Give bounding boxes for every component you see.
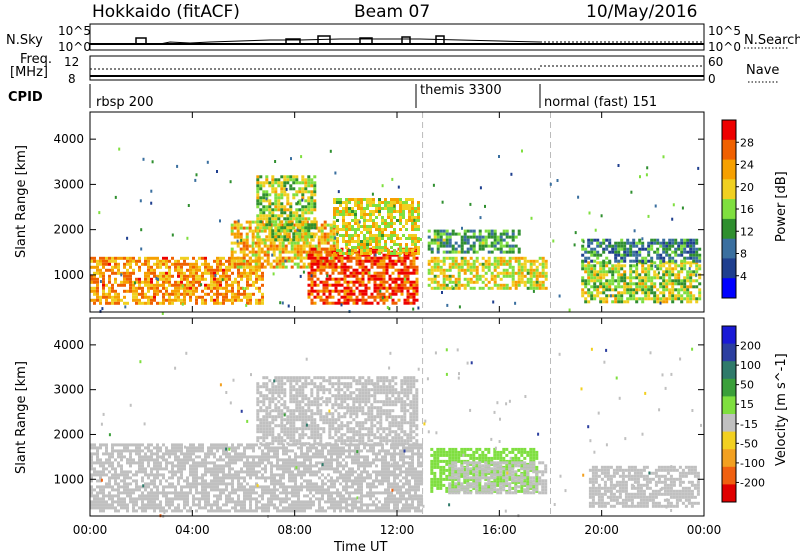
- y-tick-label: 1000: [53, 472, 84, 486]
- power-region: [581, 261, 701, 303]
- colorbar-swatch: [722, 120, 736, 140]
- colorbar-swatch: [722, 432, 736, 450]
- colorbar-swatch: [722, 379, 736, 397]
- colorbar-swatch: [722, 449, 736, 467]
- power-heatmap-panel: [90, 112, 701, 315]
- power-region: [581, 239, 701, 263]
- freq-panel: [90, 56, 778, 82]
- y-tick-label: 2000: [53, 223, 84, 237]
- y-tick-label: 4000: [53, 338, 84, 352]
- x-tick-label: 12:00: [380, 523, 415, 537]
- colorbar-swatch: [722, 239, 736, 259]
- y-tick-label: 1000: [53, 268, 84, 282]
- colorbar-swatch: [722, 258, 736, 278]
- velocity-region: [589, 466, 700, 508]
- velocity-region: [90, 443, 423, 512]
- x-tick-label: 00:00: [687, 523, 722, 537]
- velocity-y-axis-title: Slant Range [km]: [14, 361, 29, 474]
- x-tick-label: 20:00: [584, 523, 619, 537]
- velocity-colorbar: 200 100 50 15 -15 -50 -100 -200: [722, 326, 765, 503]
- y-tick-label: 3000: [53, 177, 84, 191]
- x-tick-label: 00:00: [73, 523, 108, 537]
- y-tick-label: 3000: [53, 383, 84, 397]
- x-tick-label: 04:00: [175, 523, 210, 537]
- power-region: [90, 257, 264, 305]
- colorbar-tick-label: 15: [740, 398, 754, 411]
- x-tick-label: 16:00: [482, 523, 517, 537]
- x-tick-label: 08:00: [277, 523, 312, 537]
- y-tick-label: 4000: [53, 132, 84, 146]
- nsky-panel: [90, 24, 788, 50]
- colorbar-swatch: [722, 344, 736, 362]
- x-axis-title: Time UT: [334, 540, 387, 555]
- colorbar-swatch: [722, 278, 736, 298]
- colorbar-swatch: [722, 414, 736, 432]
- power-region: [428, 230, 521, 254]
- power-region: [333, 198, 420, 255]
- colorbar-tick-label: 12: [740, 225, 754, 238]
- power-colorbar-title: Power [dB]: [774, 171, 789, 242]
- colorbar-tick-label: -50: [740, 437, 758, 450]
- colorbar-swatch: [722, 467, 736, 485]
- colorbar-tick-label: 4: [740, 270, 747, 283]
- power-colorbar: 28 24 20 16 12 8 4: [722, 120, 754, 299]
- velocity-heatmap-panel: [90, 318, 702, 518]
- colorbar-swatch: [722, 179, 736, 199]
- cpid-panel: [90, 84, 540, 108]
- power-region: [428, 257, 548, 290]
- velocity-colorbar-title: Velocity [m s^-1]: [774, 353, 789, 466]
- y-tick-label: 2000: [53, 427, 84, 441]
- colorbar-swatch: [722, 326, 736, 344]
- colorbar-tick-label: 16: [740, 203, 754, 216]
- colorbar-tick-label: -100: [740, 457, 765, 470]
- colorbar-swatch: [722, 219, 736, 239]
- colorbar-tick-label: 8: [740, 248, 747, 261]
- colorbar-swatch: [722, 396, 736, 414]
- power-y-axis-title: Slant Range [km]: [14, 145, 29, 258]
- colorbar-tick-label: 200: [740, 340, 761, 353]
- power-region: [308, 248, 419, 305]
- colorbar-tick-label: 28: [740, 136, 754, 149]
- colorbar-tick-label: 24: [740, 159, 754, 172]
- colorbar-swatch: [722, 160, 736, 180]
- colorbar-swatch: [722, 361, 736, 379]
- colorbar-swatch: [722, 484, 736, 502]
- colorbar-tick-label: -200: [740, 476, 765, 489]
- colorbar-swatch: [722, 199, 736, 219]
- colorbar-tick-label: 100: [740, 359, 761, 372]
- colorbar-tick-label: -15: [740, 418, 758, 431]
- colorbar-tick-label: 20: [740, 181, 754, 194]
- colorbar-tick-label: 50: [740, 379, 754, 392]
- colorbar-swatch: [722, 140, 736, 160]
